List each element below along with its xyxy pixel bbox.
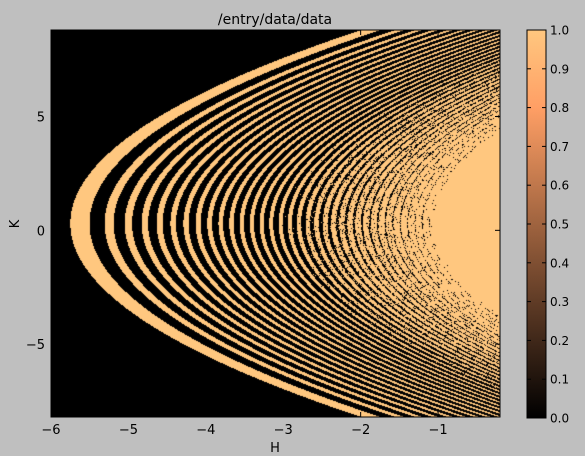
- x-tick-label: −3: [274, 423, 293, 438]
- x-tick-label: −6: [41, 423, 60, 438]
- colorbar-tick-label: 0.0: [550, 412, 569, 426]
- colorbar-tick-label: 0.7: [550, 140, 569, 154]
- plot-area: −6 −5 −4 −3 −2 −1 −5 0 5: [26, 30, 500, 438]
- colorbar-tick-label: 1.0: [550, 24, 569, 38]
- colorbar-tick-label: 0.5: [550, 218, 569, 232]
- colorbar-tick-label: 0.4: [550, 256, 569, 270]
- colorbar-tick-label: 0.6: [550, 179, 569, 193]
- y-tick-label: 0: [37, 224, 45, 239]
- y-tick-label: 5: [37, 111, 45, 126]
- x-tick-label: −2: [351, 423, 370, 438]
- colorbar-tick-label: 0.2: [550, 334, 569, 348]
- y-tick-label: −5: [26, 338, 45, 353]
- x-axis-label: H: [270, 441, 280, 456]
- y-axis-label: K: [8, 219, 23, 228]
- chart-title: /entry/data/data: [218, 12, 332, 28]
- x-tick-label: −4: [196, 423, 215, 438]
- heatmap-image: [51, 30, 500, 417]
- colorbar-tick-label: 0.3: [550, 295, 569, 309]
- x-tick-label: −5: [119, 423, 138, 438]
- colorbar-tick-label: 0.9: [550, 62, 569, 76]
- colorbar-tick-label: 0.1: [550, 373, 569, 387]
- x-tick-label: −1: [428, 423, 447, 438]
- colorbar-tick-label: 0.8: [550, 101, 569, 115]
